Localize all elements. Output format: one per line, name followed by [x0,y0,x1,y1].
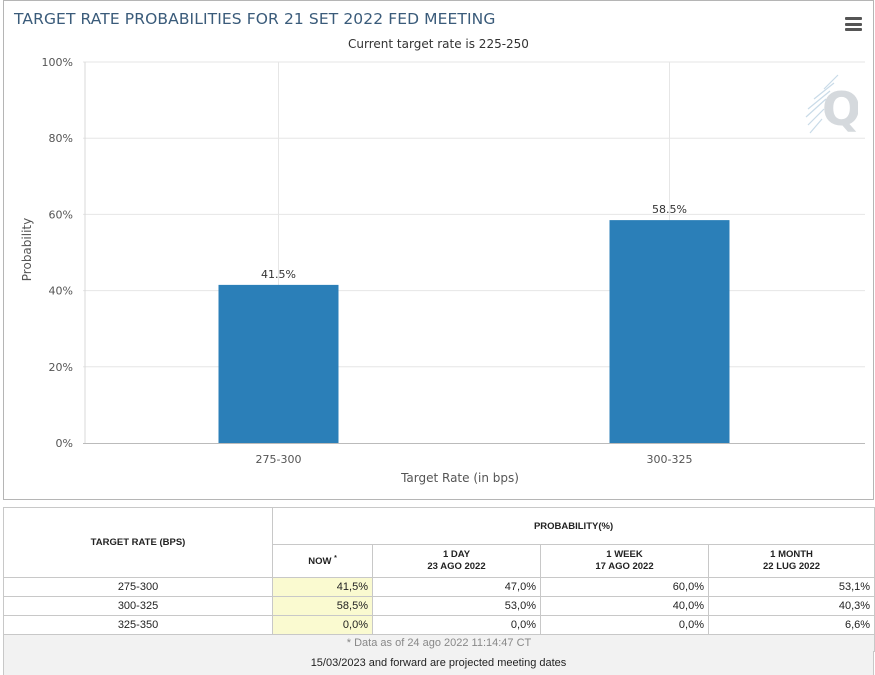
data-label: 58.5% [652,203,687,216]
row-1-day: 53,0% [372,596,541,616]
data-label: 41.5% [261,268,296,281]
row-rate: 300-325 [3,596,273,616]
row-1-day: 0,0% [372,615,541,635]
row-1-month: 53,1% [707,577,875,597]
header-1-week: 1 WEEK 17 AGO 2022 [540,544,709,578]
row-rate: 275-300 [3,577,273,597]
header-1-month-label: 1 MONTH [770,549,813,560]
row-rate: 325-350 [3,615,273,635]
header-1-week-label: 1 WEEK [606,549,643,560]
y-tick-label: 0% [56,437,73,450]
header-1-month: 1 MONTH 22 LUG 2022 [707,544,875,578]
y-tick-label: 100% [42,56,73,69]
probability-table-wrap: TARGET RATE (BPS) PROBABILITY(%) NOW * 1… [2,507,875,652]
bar [609,220,730,443]
table-row: 325-350 0,0% 0,0% 0,0% 6,6% [3,615,875,635]
header-now: NOW * [272,544,373,578]
row-1-month: 6,6% [707,615,875,635]
row-now: 58,5% [272,596,373,616]
now-marker: * [334,555,337,563]
row-1-day: 47,0% [372,577,541,597]
header-probability: PROBABILITY(%) [271,507,875,545]
row-now: 41,5% [272,577,373,597]
chart-subtitle: Current target rate is 225-250 [348,37,529,51]
row-1-week: 60,0% [540,577,709,597]
bar-chart: 0% 20% 40% 60% 80% 100% 41.5% 275-300 58.5% 300-3… [20,56,865,485]
row-1-month: 40,3% [707,596,875,616]
y-axis-title: Probability [20,218,34,281]
y-tick-label: 40% [49,285,73,298]
chart-panel: 0% 20% 40% 60% 80% 100% 41.5% 275-300 58.5% 300-3… [3,0,874,500]
header-1-month-date: 22 LUG 2022 [763,561,821,572]
header-now-label: NOW [308,556,332,568]
row-now: 0,0% [272,615,373,635]
probability-table: TARGET RATE (BPS) PROBABILITY(%) NOW * 1… [2,507,875,652]
bar [218,284,339,443]
header-1-day-label: 1 DAY [442,549,471,560]
table-row: 300-325 58,5% 53,0% 40,0% 40,3% [3,596,875,616]
svg-text:Q: Q [822,82,858,136]
table-row: 275-300 41,5% 47,0% 60,0% 53,1% [3,577,875,597]
header-1-day: 1 DAY 23 AGO 2022 [372,544,541,578]
header-1-day-date: 23 AGO 2022 [427,561,486,572]
x-tick-label: 300-325 [647,453,693,466]
x-axis-title: Target Rate (in bps) [400,471,519,485]
cme-q-logo-icon: Q [805,74,858,136]
hamburger-menu-icon[interactable] [845,17,862,31]
y-tick-label: 80% [49,132,73,145]
x-tick-label: 275-300 [256,453,302,466]
chart-title: TARGET RATE PROBABILITIES FOR 21 SET 202… [14,10,496,28]
y-tick-label: 20% [49,361,73,374]
header-1-week-date: 17 AGO 2022 [595,561,654,572]
projected-dates-note: 15/03/2023 and forward are projected mee… [3,651,874,675]
row-1-week: 40,0% [540,596,709,616]
y-tick-label: 60% [49,208,73,221]
data-timestamp-footnote: * Data as of 24 ago 2022 11:14:47 CT [2,634,875,652]
row-1-week: 0,0% [540,615,709,635]
header-target-rate: TARGET RATE (BPS) [3,507,273,578]
